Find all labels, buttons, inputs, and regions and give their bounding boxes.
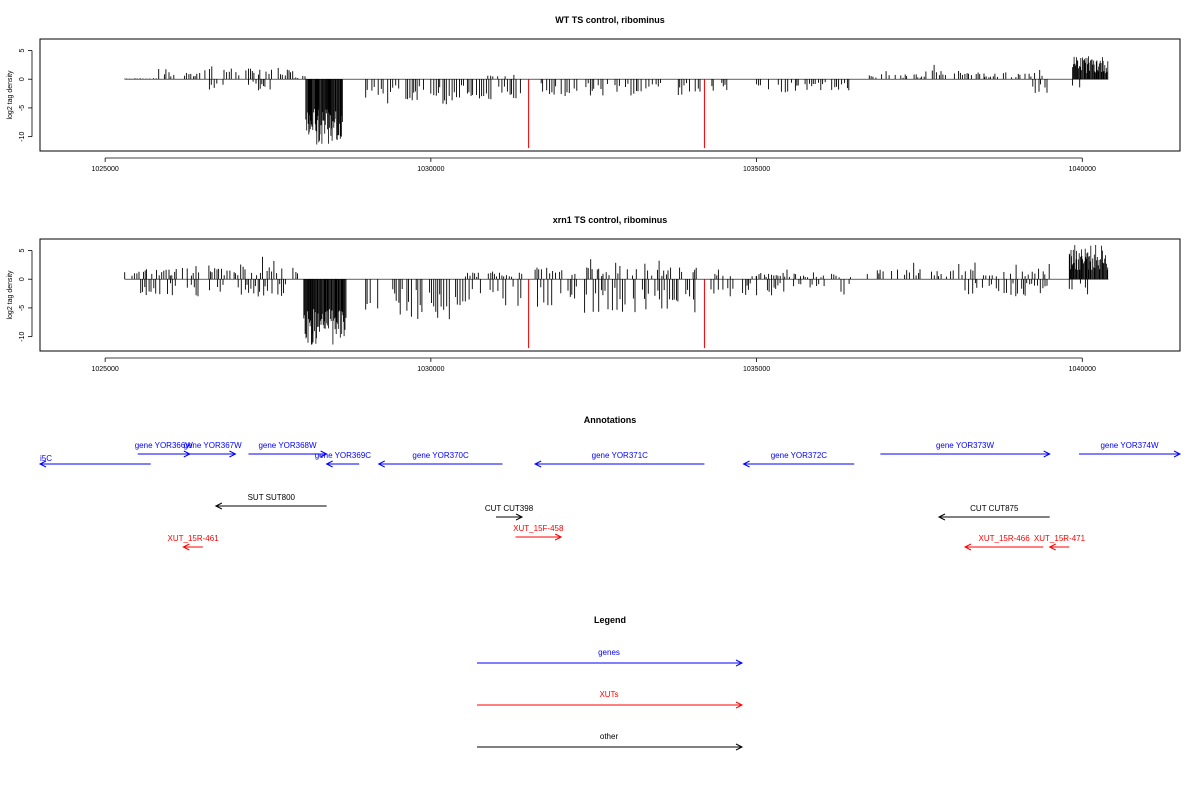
wt-x-tick-label: 1030000: [417, 166, 444, 173]
gene-feature-label: gene YOR369C: [315, 451, 372, 460]
legend-xut-arrow: [477, 701, 744, 709]
xrn1-x-tick-label: 1040000: [1069, 366, 1096, 373]
gene-feature-label: i5C: [40, 454, 52, 463]
xrn1-y-tick-label: 5: [19, 248, 26, 252]
xrn1-y-tick-label: -5: [19, 305, 26, 311]
legend-xut-label: XUTs: [599, 690, 618, 699]
other-feature-arrow: [214, 502, 327, 510]
other-feature-label: SUT SUT800: [248, 493, 296, 502]
gene-feature-arrow: [880, 450, 1051, 458]
wt-y-tick-label: 5: [19, 48, 26, 52]
xrn1-panel-title: xrn1 TS control, ribominus: [553, 215, 668, 225]
gene-feature-arrow: [1079, 450, 1182, 458]
legend-panel: Legend genes XUTs other: [477, 615, 744, 751]
legend-gene-arrow: [477, 659, 744, 667]
legend-other-arrow: [477, 743, 744, 751]
xrn1-axes: 5 0 -5 -10 1025000 1030000 1035000 1040000: [19, 248, 1096, 373]
xrn1-y-tick-label: 0: [19, 277, 26, 281]
wt-x-tick-label: 1040000: [1069, 166, 1096, 173]
xrn1-x-tick-label: 1035000: [743, 366, 770, 373]
gene-feature-arrow: [248, 450, 328, 458]
xrn1-data-marks: [124, 245, 1109, 349]
wt-x-tick-label: 1035000: [743, 166, 770, 173]
other-feature-label: CUT CUT398: [485, 504, 534, 513]
wt-axes: 5 0 -5 -10 1025000 1030000 1035000 1040000: [19, 48, 1096, 173]
xut-feature-arrow: [182, 543, 203, 551]
xut-feature-label: XUT_15R-466: [979, 534, 1031, 543]
gene-feature-arrow: [533, 460, 705, 468]
gene-feature-label: gene YOR370C: [412, 451, 469, 460]
xut-feature-arrow: [963, 543, 1044, 551]
xut-feature-arrow: [515, 533, 563, 541]
wt-coverage-panel: WT TS control, ribominus log2 tag densit…: [7, 15, 1181, 173]
xut-feature-label: XUT_15R-471: [1034, 534, 1086, 543]
gene-feature-label: gene YOR372C: [771, 451, 828, 460]
gene-feature-label: gene YOR373W: [936, 441, 995, 450]
legend-title: Legend: [594, 615, 626, 625]
xrn1-x-tick-label: 1025000: [92, 366, 119, 373]
other-feature-arrow: [496, 513, 524, 521]
xrn1-y-axis-label: log2 tag density: [7, 270, 14, 320]
other-feature-arrow: [937, 513, 1050, 521]
gene-feature-arrow: [189, 450, 237, 458]
xut-feature-label: XUT_15R-461: [168, 534, 220, 543]
annotations-title: Annotations: [584, 415, 637, 425]
gene-feature-label: gene YOR368W: [258, 441, 317, 450]
legend-items: genes XUTs other: [477, 648, 744, 751]
xut-feature-label: XUT_15F-458: [513, 524, 564, 533]
gene-feature-arrow: [742, 460, 855, 468]
gene-feature-label: gene YOR374W: [1100, 441, 1159, 450]
wt-plot-frame: [39, 38, 1181, 152]
wt-panel-title: WT TS control, ribominus: [555, 15, 665, 25]
gene-feature-arrow: [325, 460, 360, 468]
gene-feature-label: gene YOR366W: [135, 441, 194, 450]
wt-y-tick-label: 0: [19, 77, 26, 81]
xut-feature-arrow: [1048, 543, 1070, 551]
gene-feature-arrow: [137, 450, 191, 458]
wt-y-axis-label: log2 tag density: [7, 70, 14, 120]
wt-y-tick-label: -5: [19, 105, 26, 111]
wt-data-marks: [124, 56, 1109, 149]
legend-gene-label: genes: [598, 648, 620, 657]
xrn1-x-tick-label: 1030000: [417, 366, 444, 373]
xrn1-plot-frame: [39, 238, 1181, 352]
xrn1-coverage-panel: xrn1 TS control, ribominus log2 tag dens…: [7, 215, 1181, 373]
xrn1-y-tick-label: -10: [19, 331, 26, 341]
gene-feature-arrow: [38, 460, 151, 468]
gene-feature-arrow: [377, 460, 503, 468]
other-feature-label: CUT CUT875: [970, 504, 1019, 513]
gene-feature-label: gene YOR367W: [184, 441, 243, 450]
wt-y-tick-label: -10: [19, 131, 26, 141]
wt-x-tick-label: 1025000: [92, 166, 119, 173]
legend-other-label: other: [600, 732, 619, 741]
gene-feature-label: gene YOR371C: [592, 451, 649, 460]
